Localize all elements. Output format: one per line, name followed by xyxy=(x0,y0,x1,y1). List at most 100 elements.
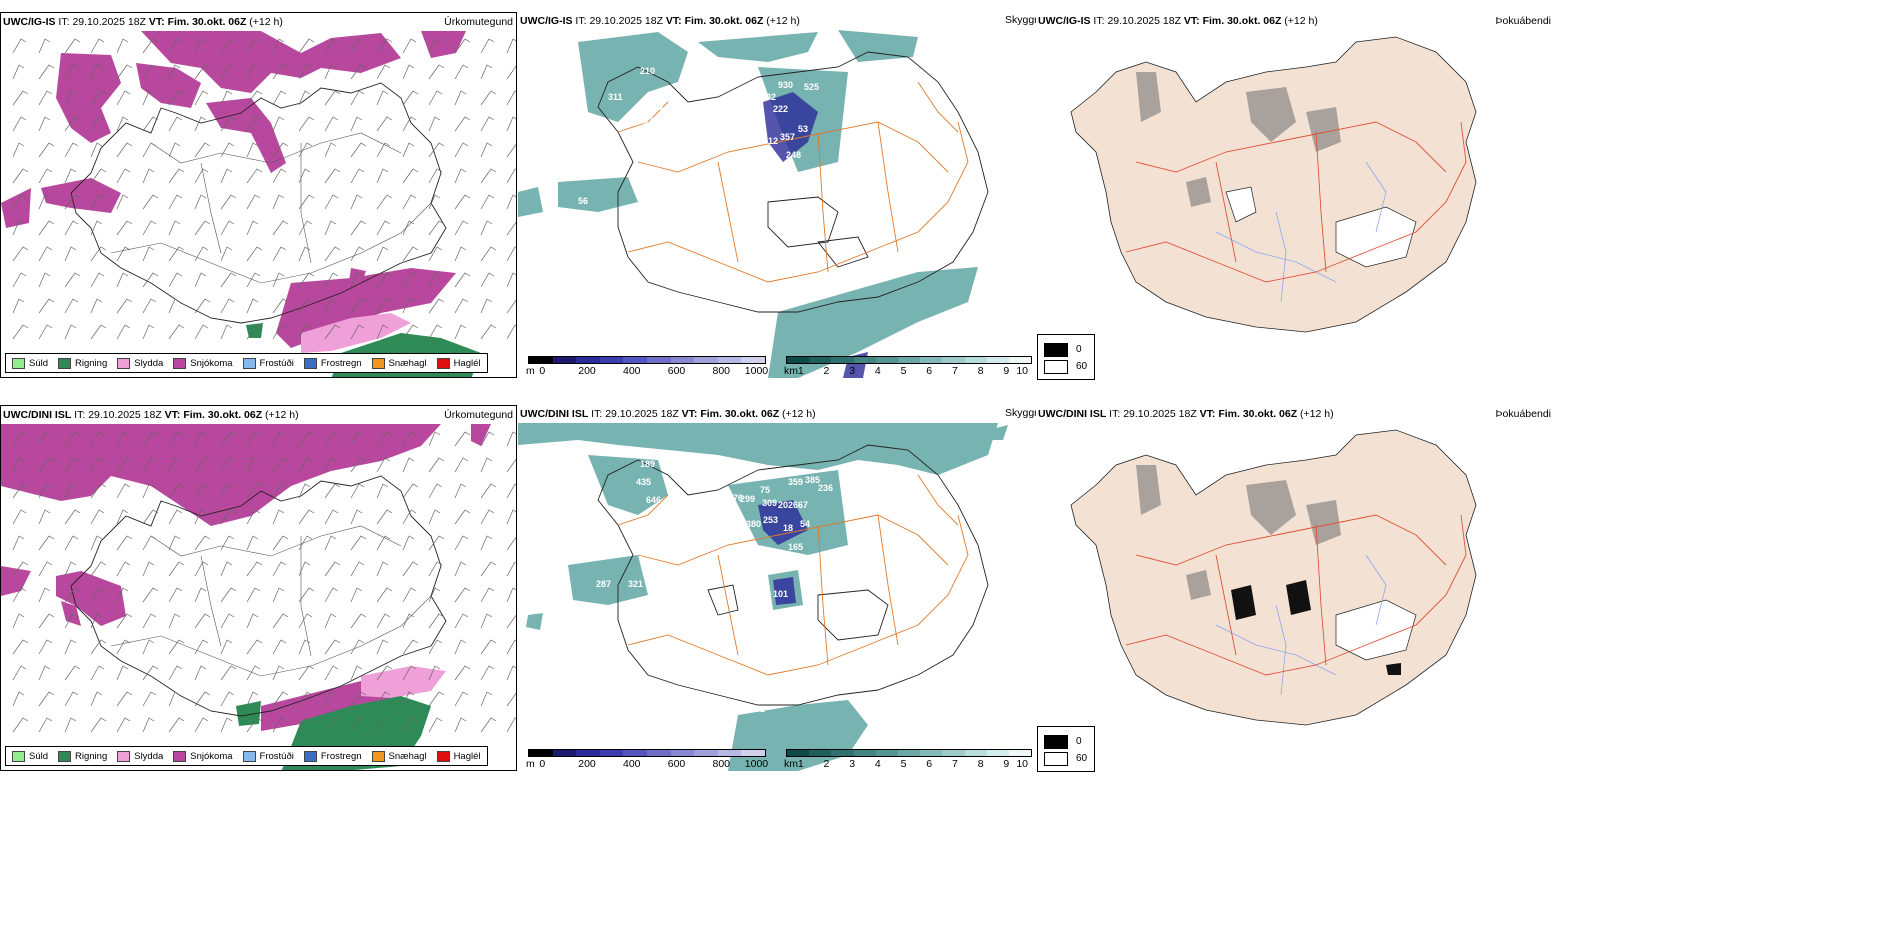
wind-barb xyxy=(194,90,209,106)
visibility-areas xyxy=(518,30,978,378)
colorbar-step xyxy=(920,357,943,363)
wind-barb xyxy=(12,142,25,158)
wind-barb xyxy=(12,64,25,80)
wind-barb xyxy=(12,298,25,314)
wind-barb xyxy=(298,613,313,629)
colorbar-step xyxy=(875,357,898,363)
wind-barb xyxy=(272,194,285,210)
wind-barb xyxy=(90,194,105,210)
wind-barb xyxy=(454,613,469,629)
wind-barb xyxy=(350,116,363,132)
wind-barb xyxy=(376,561,389,577)
wind-barb xyxy=(454,90,467,106)
wind-barb xyxy=(480,324,497,340)
colorbar-step xyxy=(809,750,832,756)
wind-barb xyxy=(142,535,157,551)
wind-barb xyxy=(90,116,105,132)
wind-barb xyxy=(220,142,235,158)
wind-barb xyxy=(402,431,417,447)
wind-barb xyxy=(90,535,103,551)
wind-barb xyxy=(506,272,516,288)
wind-barb xyxy=(272,613,289,629)
wind-barb xyxy=(142,457,157,473)
wind-barb xyxy=(64,168,77,184)
wind-barb xyxy=(142,324,155,340)
colorbar-step xyxy=(787,750,810,756)
wind-barb xyxy=(376,246,389,262)
wind-barb xyxy=(298,535,313,551)
colorbar-tick-label: 1000 xyxy=(744,365,769,377)
legend-swatch xyxy=(173,357,187,369)
wind-barb xyxy=(298,64,313,80)
fog-gray-areas xyxy=(1136,72,1341,207)
wind-barb xyxy=(324,665,339,681)
wind-barb xyxy=(90,483,107,499)
wind-barb xyxy=(350,298,367,314)
wind-barb xyxy=(298,509,315,525)
wind-barb xyxy=(168,246,185,262)
wind-barb xyxy=(376,665,393,681)
wind-barb xyxy=(324,509,339,525)
wind-barb xyxy=(168,298,181,314)
wind-barb xyxy=(402,194,417,210)
wind-barb xyxy=(324,272,339,288)
wind-barb xyxy=(506,665,516,681)
wind-barb xyxy=(376,483,389,499)
cloudbase-height-label: 12 xyxy=(768,136,778,146)
wind-barb xyxy=(90,142,103,158)
wind-barb xyxy=(194,116,207,132)
wind-barb xyxy=(116,587,129,603)
wind-barb xyxy=(116,535,133,551)
colorbar-tick-label: 0 xyxy=(539,365,546,377)
wind-barb xyxy=(402,246,419,262)
wind-barb xyxy=(116,64,133,80)
wind-barb xyxy=(506,639,516,655)
wind-barb xyxy=(38,431,51,447)
wind-barb xyxy=(506,194,516,210)
wind-barb xyxy=(38,324,53,340)
legend-swatch xyxy=(436,750,450,762)
colorbar-step xyxy=(552,357,577,363)
cloudbase-colorbar-ticks: 0 200 400 600 800 1000 xyxy=(528,364,769,378)
visibility-colorbar-ticks: 1 2 3 4 5 6 7 8 9 10 xyxy=(786,757,1032,771)
wind-barb xyxy=(168,90,185,106)
wind-barb xyxy=(480,613,493,629)
wind-barb xyxy=(402,220,415,236)
wind-barb xyxy=(454,457,469,473)
wind-barb xyxy=(480,38,495,54)
wind-barb xyxy=(324,613,337,629)
wind-barb xyxy=(168,535,181,551)
colorbar-step xyxy=(986,357,1009,363)
wind-barb xyxy=(90,509,105,525)
wind-barb xyxy=(506,90,516,106)
wind-barb xyxy=(116,613,133,629)
colorbar-tick-label: 3 xyxy=(849,365,856,377)
wind-barb xyxy=(38,246,53,262)
wind-barb xyxy=(506,116,516,132)
wind-barb xyxy=(376,613,391,629)
wind-barb xyxy=(246,561,263,577)
legend-swatch xyxy=(242,750,256,762)
cloudbase-height-label: 101 xyxy=(750,704,765,714)
wind-barb xyxy=(246,142,259,158)
wind-barb xyxy=(506,717,516,733)
wind-barb xyxy=(194,587,207,603)
wind-barb xyxy=(376,168,389,184)
fog-index-map-row2: UWC/DINI ISL IT: 29.10.2025 18Z VT: Fim.… xyxy=(1036,405,1554,771)
wind-barb xyxy=(220,535,235,551)
wind-barb xyxy=(454,561,467,577)
wind-barb xyxy=(402,168,419,184)
wind-barb xyxy=(194,298,211,314)
cloudbase-height-label: 380 xyxy=(746,519,761,529)
wind-barb xyxy=(38,64,55,80)
colorbar-tick-label: 7 xyxy=(951,758,958,770)
wind-barb xyxy=(168,613,181,629)
wind-barb xyxy=(506,38,516,54)
cloudbase-height-label: 525 xyxy=(804,82,819,92)
wind-barb xyxy=(324,142,337,158)
wind-barb xyxy=(38,587,51,603)
legend-swatch xyxy=(303,750,317,762)
cloudbase-height-label: 435 xyxy=(636,477,651,487)
roads xyxy=(1125,121,1467,283)
wind-barb xyxy=(428,483,443,499)
